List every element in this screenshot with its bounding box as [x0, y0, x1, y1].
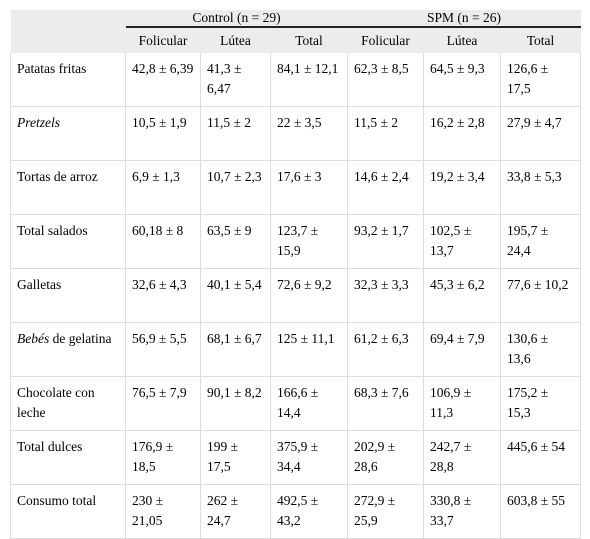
empty-header [10, 10, 126, 27]
value-cell: 93,2 ± 1,7 [347, 214, 424, 269]
value-cell: 64,5 ± 9,3 [423, 53, 501, 107]
value-cell: 16,2 ± 2,8 [423, 106, 501, 161]
value-cell: 56,9 ± 5,5 [125, 322, 201, 377]
table-row: Total salados 60,18 ± 8 63,5 ± 9 123,7 ± 15… [10, 214, 582, 269]
value-cell: 22 ± 3,5 [270, 106, 348, 161]
value-cell: 603,8 ± 55 [500, 484, 582, 539]
row-label: Patatas fritas [10, 53, 126, 107]
value-cell: 272,9 ± 25,9 [347, 484, 424, 539]
column-header: Folicular [347, 27, 424, 53]
value-cell: 242,7 ± 28,8 [423, 430, 501, 485]
row-label: Bebés de gelatina [10, 322, 126, 377]
data-table: Control (n = 29) SPM (n = 26) Folicular L… [10, 10, 582, 539]
value-cell: 63,5 ± 9 [200, 214, 271, 269]
value-cell: 45,3 ± 6,2 [423, 268, 501, 323]
empty-header [10, 27, 126, 53]
row-label: Pretzels [10, 106, 126, 161]
value-cell: 68,3 ± 7,6 [347, 376, 424, 431]
value-cell: 492,5 ± 43,2 [270, 484, 348, 539]
value-cell: 175,2 ± 15,3 [500, 376, 582, 431]
row-label-text: Tortas de arroz [17, 169, 98, 184]
row-label-italic: Bebés [17, 331, 50, 346]
group-header-row: Control (n = 29) SPM (n = 26) [10, 10, 581, 28]
table-row: Chocolate con leche 76,5 ± 7,9 90,1 ± 8,2 1… [10, 376, 582, 431]
value-cell: 176,9 ± 18,5 [125, 430, 201, 485]
value-cell: 32,6 ± 4,3 [125, 268, 201, 323]
row-label: Consumo total [10, 484, 126, 539]
value-cell: 19,2 ± 3,4 [423, 160, 501, 215]
value-cell: 40,1 ± 5,4 [200, 268, 271, 323]
value-cell: 32,3 ± 3,3 [347, 268, 424, 323]
row-label: Total dulces [10, 430, 126, 485]
table-row: Consumo total 230 ± 21,05 262 ± 24,7 492,5 … [10, 484, 582, 539]
value-cell: 72,6 ± 9,2 [270, 268, 348, 323]
row-label-text: Chocolate con leche [17, 385, 95, 420]
value-cell: 102,5 ± 13,7 [423, 214, 501, 269]
value-cell: 166,6 ± 14,4 [270, 376, 348, 431]
value-cell: 77,6 ± 10,2 [500, 268, 582, 323]
value-cell: 123,7 ± 15,9 [270, 214, 348, 269]
table-row: Total dulces 176,9 ± 18,5 199 ± 17,5 375,9 … [10, 430, 582, 485]
group-header: Control (n = 29) [125, 10, 348, 28]
value-cell: 76,5 ± 7,9 [125, 376, 201, 431]
table-row: Pretzels 10,5 ± 1,9 11,5 ± 2 22 ± 3,5 11,5 ±… [10, 106, 582, 161]
value-cell: 84,1 ± 12,1 [270, 53, 348, 107]
row-label: Galletas [10, 268, 126, 323]
value-cell: 126,6 ± 17,5 [500, 53, 582, 107]
value-cell: 130,6 ± 13,6 [500, 322, 582, 377]
column-header: Total [500, 27, 581, 53]
table-row: Bebés de gelatina 56,9 ± 5,5 68,1 ± 6,7 125… [10, 322, 582, 377]
row-label-text: Consumo total [17, 493, 97, 508]
row-label-text: de gelatina [52, 331, 112, 346]
value-cell: 445,6 ± 54 [500, 430, 582, 485]
value-cell: 68,1 ± 6,7 [200, 322, 271, 377]
value-cell: 10,7 ± 2,3 [200, 160, 271, 215]
value-cell: 27,9 ± 4,7 [500, 106, 582, 161]
table-row: Tortas de arroz 6,9 ± 1,3 10,7 ± 2,3 17,6 ±… [10, 160, 582, 215]
value-cell: 330,8 ± 33,7 [423, 484, 501, 539]
value-cell: 69,4 ± 7,9 [423, 322, 501, 377]
row-label-text: Total dulces [17, 439, 83, 454]
value-cell: 6,9 ± 1,3 [125, 160, 201, 215]
row-label-italic: Pretzels [17, 115, 60, 130]
row-label: Chocolate con leche [10, 376, 126, 431]
value-cell: 11,5 ± 2 [347, 106, 424, 161]
column-header: Lútea [423, 27, 501, 53]
group-header: SPM (n = 26) [347, 10, 581, 28]
value-cell: 10,5 ± 1,9 [125, 106, 201, 161]
value-cell: 125 ± 11,1 [270, 322, 348, 377]
column-header: Folicular [125, 27, 201, 53]
row-label-text: Patatas fritas [17, 61, 87, 76]
table-row: Patatas fritas 42,8 ± 6,39 41,3 ± 6,47 84,1… [10, 53, 582, 107]
column-header: Lútea [200, 27, 271, 53]
value-cell: 14,6 ± 2,4 [347, 160, 424, 215]
table-head: Control (n = 29) SPM (n = 26) Folicular L… [10, 10, 581, 53]
value-cell: 61,2 ± 6,3 [347, 322, 424, 377]
table-row: Galletas 32,6 ± 4,3 40,1 ± 5,4 72,6 ± 9,2 32… [10, 268, 582, 323]
value-cell: 41,3 ± 6,47 [200, 53, 271, 107]
value-cell: 375,9 ± 34,4 [270, 430, 348, 485]
value-cell: 230 ± 21,05 [125, 484, 201, 539]
value-cell: 199 ± 17,5 [200, 430, 271, 485]
value-cell: 62,3 ± 8,5 [347, 53, 424, 107]
column-header-row: Folicular Lútea Total Folicular Lútea Total [10, 27, 581, 53]
column-header: Total [270, 27, 348, 53]
value-cell: 33,8 ± 5,3 [500, 160, 582, 215]
value-cell: 42,8 ± 6,39 [125, 53, 201, 107]
row-label-text: Galletas [17, 277, 62, 292]
value-cell: 17,6 ± 3 [270, 160, 348, 215]
value-cell: 90,1 ± 8,2 [200, 376, 271, 431]
row-label: Tortas de arroz [10, 160, 126, 215]
value-cell: 202,9 ± 28,6 [347, 430, 424, 485]
value-cell: 60,18 ± 8 [125, 214, 201, 269]
value-cell: 262 ± 24,7 [200, 484, 271, 539]
page: Control (n = 29) SPM (n = 26) Folicular L… [10, 10, 582, 539]
value-cell: 106,9 ± 11,3 [423, 376, 501, 431]
row-label-text: Total salados [17, 223, 88, 238]
table-body: Patatas fritas 42,8 ± 6,39 41,3 ± 6,47 84,1… [10, 53, 582, 539]
value-cell: 195,7 ± 24,4 [500, 214, 582, 269]
row-label: Total salados [10, 214, 126, 269]
value-cell: 11,5 ± 2 [200, 106, 271, 161]
